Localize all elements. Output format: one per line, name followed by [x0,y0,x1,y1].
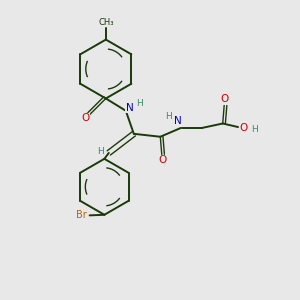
Text: H: H [97,147,104,156]
Text: H: H [165,112,172,121]
Text: O: O [158,155,166,165]
Text: O: O [240,123,248,133]
Text: H: H [251,125,258,134]
Text: O: O [220,94,228,104]
Text: CH₃: CH₃ [98,18,114,27]
Text: Br: Br [76,210,87,220]
Text: N: N [125,103,133,113]
Text: N: N [173,116,181,126]
Text: H: H [136,99,143,108]
Text: O: O [81,113,89,123]
